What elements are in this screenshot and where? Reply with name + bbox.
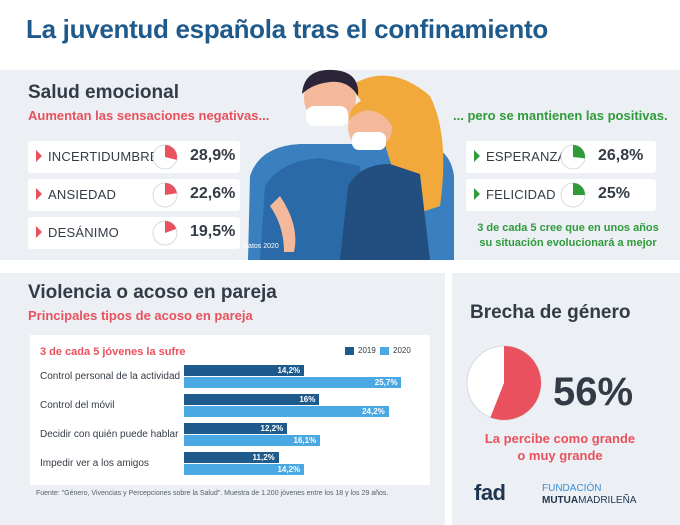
category-label: Decidir con quién puede hablar bbox=[40, 429, 179, 440]
chart-subtitle: 3 de cada 5 jóvenes la sufre bbox=[40, 346, 186, 358]
bar-2019 bbox=[184, 452, 279, 463]
salud-pos-subtitle: ... pero se mantienen las positivas. bbox=[453, 108, 668, 123]
emotion-label: ESPERANZA bbox=[486, 149, 567, 164]
emotion-value: 25% bbox=[598, 185, 631, 202]
brecha-heading: Brecha de género bbox=[470, 302, 631, 323]
emotion-row-felicidad: FELICIDAD 25% bbox=[466, 179, 656, 211]
legend-2020: 2020 bbox=[380, 346, 411, 355]
legend-swatch bbox=[345, 346, 354, 355]
brecha-slice bbox=[490, 346, 541, 420]
brecha-note-line1: La percibe como grande bbox=[484, 431, 636, 446]
bar-value-label: 16% bbox=[299, 395, 316, 404]
fad-logo: fad bbox=[474, 480, 506, 505]
pie-slice bbox=[573, 183, 585, 195]
fund-line1: FUNDACIÓN bbox=[542, 483, 602, 494]
emotion-label: INCERTIDUMBRE bbox=[48, 149, 159, 164]
emotion-pie bbox=[152, 144, 178, 170]
violencia-heading: Violencia o acoso en pareja bbox=[28, 282, 277, 303]
bar-2020 bbox=[184, 377, 402, 388]
violencia-subtitle: Principales tipos de acoso en pareja bbox=[28, 308, 253, 323]
emotion-value: 22,6% bbox=[190, 185, 236, 202]
emotion-pie bbox=[152, 182, 178, 208]
chevron-right-icon bbox=[36, 150, 42, 162]
chevron-right-icon bbox=[474, 150, 480, 162]
emotion-pie bbox=[152, 220, 178, 246]
salud-neg-subtitle: Aumentan las sensaciones negativas... bbox=[28, 108, 270, 123]
bar-2020 bbox=[184, 464, 305, 475]
bar-value-label: 16,1% bbox=[293, 436, 317, 445]
bar-value-label: 25,7% bbox=[374, 378, 398, 387]
bar-value-label: 14,2% bbox=[277, 366, 301, 375]
legend-label: 2019 bbox=[358, 346, 376, 355]
emotion-pie bbox=[560, 144, 586, 170]
bar-value-label: 14,2% bbox=[277, 465, 301, 474]
chevron-right-icon bbox=[474, 188, 480, 200]
couple-illustration bbox=[248, 69, 454, 260]
category-label: Control personal de la actividad bbox=[40, 371, 181, 382]
category-label: Impedir ver a los amigos bbox=[40, 458, 149, 469]
emotion-row-incertidumbre: INCERTIDUMBRE 28,9% bbox=[28, 141, 240, 173]
pie-slice bbox=[165, 183, 177, 195]
emotion-pie bbox=[560, 182, 586, 208]
emotion-row-ansiedad: ANSIEDAD 22,6% bbox=[28, 179, 240, 211]
emotion-label: FELICIDAD bbox=[486, 187, 556, 202]
bar-value-label: 12,2% bbox=[260, 424, 284, 433]
emotion-value: 28,9% bbox=[190, 147, 236, 164]
chevron-right-icon bbox=[36, 226, 42, 238]
fund-line2b: MADRILEÑA bbox=[578, 495, 637, 506]
emotion-row-esperanza: ESPERANZA 26,8% bbox=[466, 141, 656, 173]
fund-line2a: MUTUA bbox=[542, 495, 579, 506]
pie-slice bbox=[165, 221, 177, 233]
bar-2019 bbox=[184, 423, 288, 434]
salud-note-line1: 3 de cada 5 cree que en unos años bbox=[477, 222, 659, 234]
brecha-note-line2: o muy grande bbox=[517, 448, 603, 463]
emotion-value: 26,8% bbox=[598, 147, 644, 164]
legend-2019: 2019 bbox=[345, 346, 376, 355]
bar-value-label: 11,2% bbox=[252, 453, 275, 462]
brecha-note: La percibe como grande o muy grande bbox=[460, 430, 660, 464]
fundacion-logo: FUNDACIÓN MUTUAMADRILEÑA bbox=[542, 483, 636, 507]
fuente-text: Fuente: "Género, Vivencias y Percepcione… bbox=[36, 490, 389, 497]
legend-swatch bbox=[380, 346, 389, 355]
brecha-pie bbox=[466, 345, 542, 421]
emotion-row-desanimo: DESÁNIMO 19,5% bbox=[28, 217, 240, 249]
legend-label: 2020 bbox=[393, 346, 411, 355]
salud-heading: Salud emocional bbox=[28, 82, 179, 103]
bar-2020 bbox=[184, 435, 321, 446]
pie-slice bbox=[165, 145, 177, 160]
datos-label: Datos 2020 bbox=[243, 243, 279, 250]
salud-note: 3 de cada 5 cree que en unos años su sit… bbox=[468, 221, 668, 251]
bar-2019 bbox=[184, 394, 320, 405]
chevron-right-icon bbox=[36, 188, 42, 200]
bar-2020 bbox=[184, 406, 389, 417]
category-label: Control del móvil bbox=[40, 400, 115, 411]
bar-2019 bbox=[184, 365, 305, 376]
bar-value-label: 24,2% bbox=[362, 407, 385, 416]
pie-slice bbox=[573, 145, 585, 159]
brecha-value: 56% bbox=[553, 370, 634, 414]
salud-note-line2: su situación evolucionará a mejor bbox=[479, 237, 657, 249]
emotion-label: DESÁNIMO bbox=[48, 225, 119, 240]
emotion-value: 19,5% bbox=[190, 223, 236, 240]
emotion-label: ANSIEDAD bbox=[48, 187, 117, 202]
page-title: La juventud española tras el confinamien… bbox=[26, 14, 548, 44]
